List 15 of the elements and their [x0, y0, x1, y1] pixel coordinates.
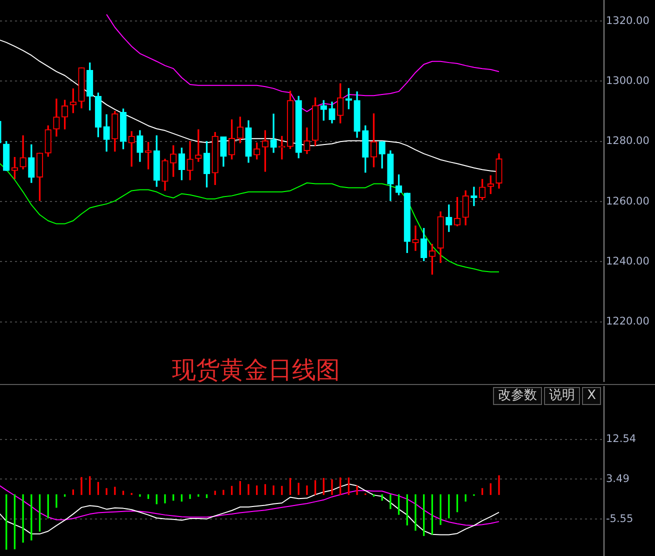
- text: 现货黄金日线图: [172, 355, 340, 386]
- y-tick-label: 1320.00: [606, 14, 650, 27]
- y-tick-label: 1220.00: [606, 316, 650, 328]
- text: X: [582, 387, 601, 405]
- text: 说明: [544, 387, 580, 405]
- y-tick-label: -5.55: [606, 512, 634, 525]
- annotation: 改参数: [493, 387, 542, 405]
- candlestick: [270, 114, 277, 153]
- y-tick-label: 1240.00: [606, 255, 650, 268]
- candlestick: [412, 226, 419, 251]
- y-tick-label: 1280.00: [606, 135, 650, 148]
- y-tick-label: 1260.00: [606, 195, 650, 208]
- y-tick-label: 1300.00: [606, 74, 650, 87]
- y-tick-label: 3.49: [606, 472, 630, 485]
- y-tick-label: 12.54: [606, 432, 636, 445]
